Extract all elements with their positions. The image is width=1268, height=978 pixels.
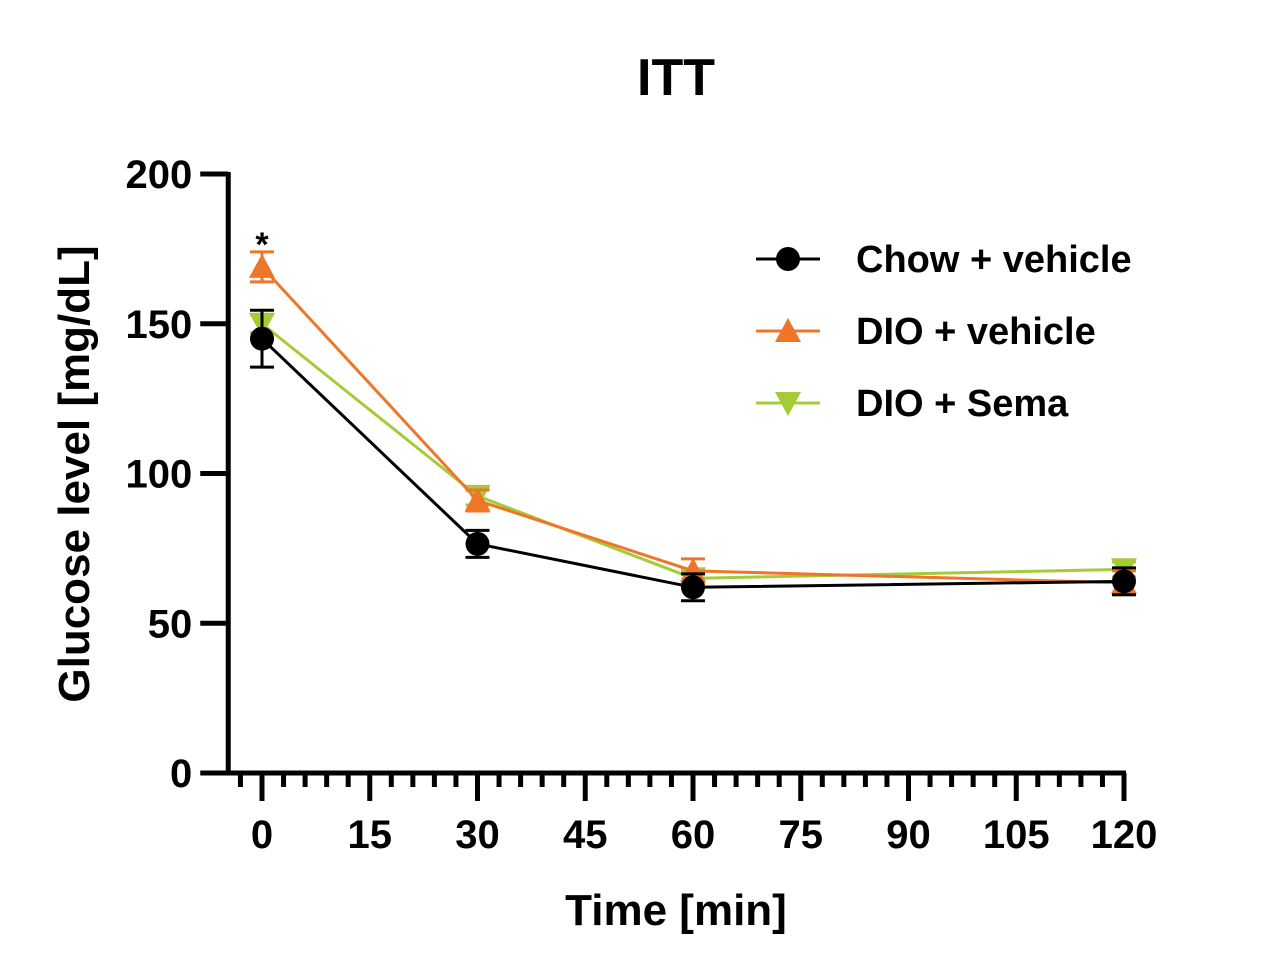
x-tick-label: 60 xyxy=(671,813,716,857)
axes: 0 50 100 150 200 0 15 30 45 60 75 90 105 120 xyxy=(125,153,1157,857)
y-tick-label: 50 xyxy=(148,602,193,646)
x-tick-label: 120 xyxy=(1091,813,1158,857)
legend-label: Chow + vehicle xyxy=(856,239,1132,281)
y-tick-label: 150 xyxy=(125,303,192,347)
data-point xyxy=(1112,569,1136,594)
x-axis-label: Time [min] xyxy=(565,886,787,935)
y-tick-label: 100 xyxy=(125,453,192,497)
legend-marker xyxy=(775,318,801,343)
x-tick-label: 105 xyxy=(983,813,1050,857)
series-line xyxy=(260,337,1125,589)
data-point xyxy=(680,557,706,582)
plot-area: * xyxy=(249,226,1137,603)
data-point xyxy=(249,253,275,278)
data-point xyxy=(681,575,705,600)
chart-title: ITT xyxy=(637,49,715,107)
legend-label: DIO + vehicle xyxy=(856,311,1096,353)
x-tick-label: 30 xyxy=(455,813,500,857)
legend-marker xyxy=(775,391,801,416)
x-tick-label: 75 xyxy=(779,813,824,857)
y-tick-label: 0 xyxy=(170,752,192,796)
significance-annotation: * xyxy=(255,226,269,264)
x-tick-label: 0 xyxy=(251,813,273,857)
series-line xyxy=(260,265,1125,585)
data-point xyxy=(250,326,274,351)
data-point xyxy=(465,531,490,556)
y-tick-label: 200 xyxy=(125,153,192,197)
legend-label: DIO + Sema xyxy=(856,383,1069,425)
x-tick-label: 15 xyxy=(348,813,393,857)
data-point xyxy=(464,487,491,512)
x-tick-label: 90 xyxy=(886,813,931,857)
series-line xyxy=(261,322,1125,580)
series-chow-vehicle xyxy=(250,308,1136,603)
legend-marker xyxy=(776,247,800,271)
y-axis-label: Glucose level [mg/dL] xyxy=(50,245,99,702)
x-tick-label: 45 xyxy=(563,813,608,857)
legend: Chow + vehicle DIO + vehicle DIO + Sema xyxy=(756,239,1132,425)
